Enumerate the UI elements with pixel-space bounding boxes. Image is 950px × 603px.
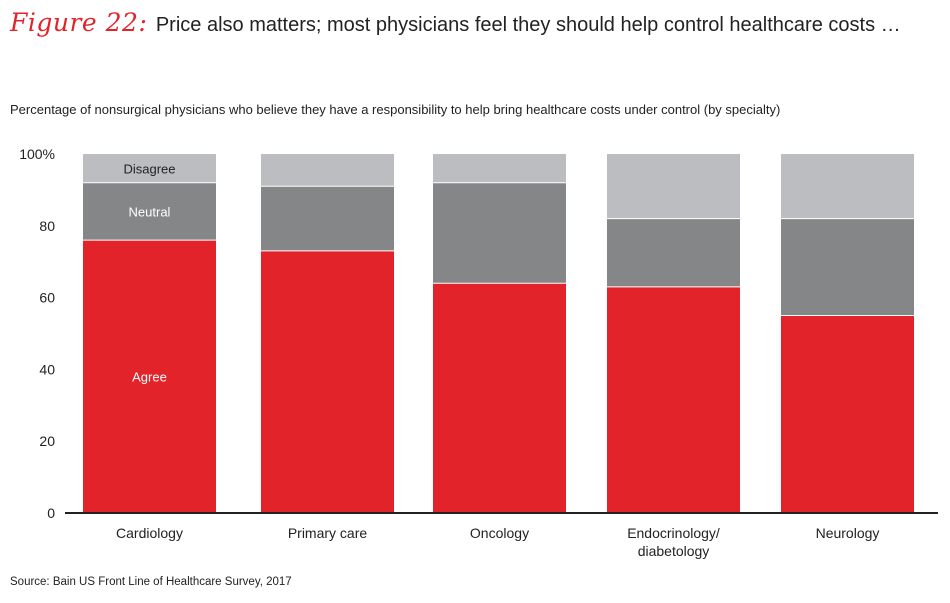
source-note: Source: Bain US Front Line of Healthcare… — [10, 576, 292, 588]
x-tick-label-3: Endocrinology/diabetology — [627, 525, 720, 559]
chart-subtitle: Percentage of nonsurgical physicians who… — [10, 102, 781, 117]
segment-label-agree: Agree — [132, 370, 167, 385]
bar-segment-neutral-2 — [433, 182, 566, 284]
bar-segment-agree-1 — [261, 250, 394, 513]
bar-segment-agree-4 — [781, 315, 914, 513]
y-tick-label-5: 100% — [19, 146, 55, 162]
bar-segment-disagree-3 — [607, 154, 740, 219]
x-tick-label-1: Primary care — [288, 525, 368, 541]
y-tick-label-3: 60 — [39, 290, 55, 306]
bar-segment-agree-0 — [83, 240, 216, 513]
bar-segment-neutral-1 — [261, 186, 394, 251]
segment-label-disagree: Disagree — [123, 161, 175, 176]
bar-segment-disagree-1 — [261, 154, 394, 187]
bar-segment-neutral-0 — [83, 182, 216, 241]
bar-segment-disagree-2 — [433, 154, 566, 183]
y-tick-label-2: 40 — [39, 361, 55, 377]
bar-segment-disagree-0 — [83, 154, 216, 183]
x-tick-label-2: Oncology — [470, 525, 529, 541]
y-tick-label-1: 20 — [39, 433, 55, 449]
y-tick-label-0: 0 — [47, 505, 55, 521]
figure-title: Price also matters; most physicians feel… — [155, 14, 901, 36]
bar-segment-agree-2 — [433, 283, 566, 513]
bar-segment-neutral-3 — [607, 218, 740, 287]
bar-segment-disagree-4 — [781, 154, 914, 219]
x-tick-label-0: Cardiology — [116, 525, 183, 541]
x-tick-label-4: Neurology — [816, 525, 880, 541]
segment-label-neutral: Neutral — [129, 204, 171, 219]
bar-segment-neutral-4 — [781, 218, 914, 316]
y-tick-label-4: 80 — [39, 218, 55, 234]
bar-segment-agree-3 — [607, 286, 740, 513]
figure-heading: Figure 22: Price also matters; most phys… — [10, 8, 901, 37]
figure-label: Figure 22: — [10, 8, 148, 37]
